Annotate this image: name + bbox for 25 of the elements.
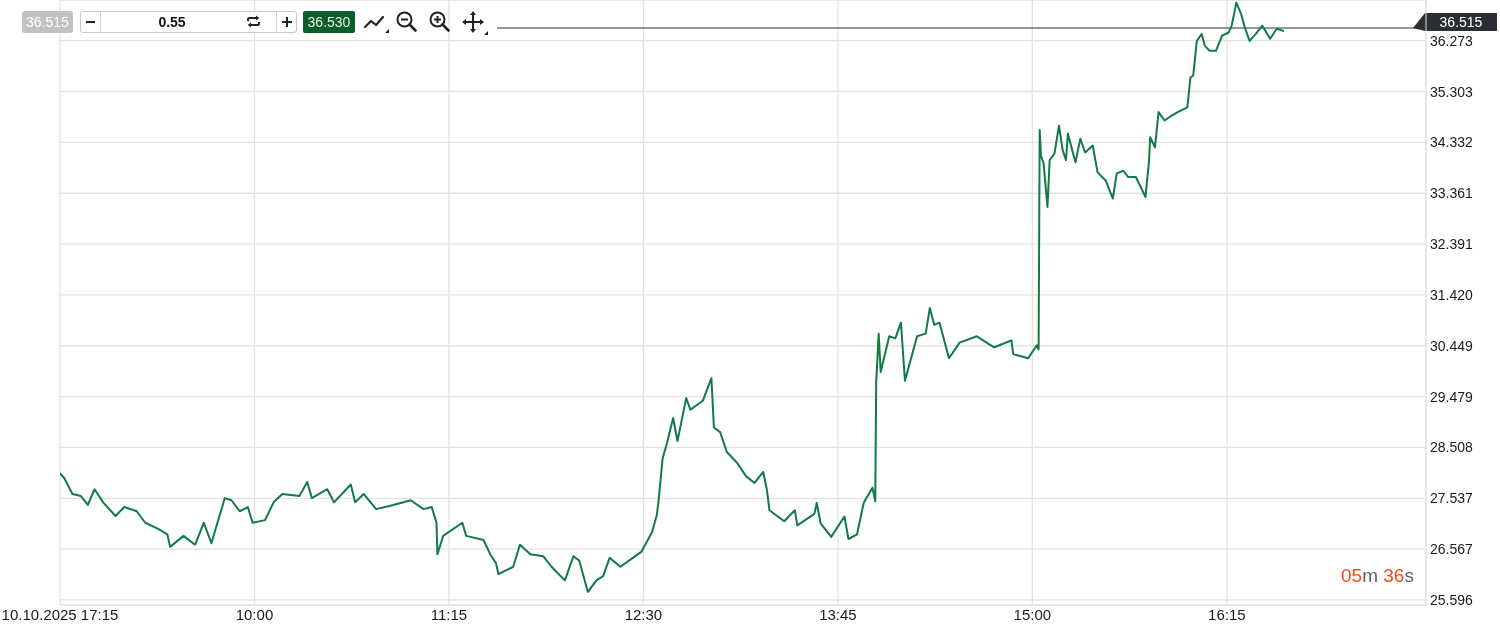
x-tick-label: 10.10.2025 17:15 <box>1 605 119 623</box>
y-tick-label: 33.361 <box>1430 185 1474 202</box>
x-tick-label: 15:00 <box>1013 605 1052 623</box>
x-tick-label: 11:15 <box>430 605 468 623</box>
y-tick-label: 30.449 <box>1430 337 1474 354</box>
y-tick-label: 28.508 <box>1430 439 1474 456</box>
x-tick-label: 10:00 <box>235 605 274 623</box>
y-tick-label: 31.420 <box>1430 286 1474 303</box>
x-tick-label: 12:30 <box>624 605 663 623</box>
y-tick-label: 25.596 <box>1430 591 1474 608</box>
x-tick-label: 16:15 <box>1208 605 1246 623</box>
annotation: 0.55 <box>158 14 186 30</box>
y-tick-label: 34.332 <box>1430 134 1474 151</box>
y-tick-label: 36.273 <box>1430 32 1474 49</box>
number-field: 0.55 <box>80 11 297 33</box>
ref-line-label: 36.515 <box>1439 14 1483 31</box>
y-tick-label: 35.303 <box>1430 83 1474 100</box>
y-tick-label: 32.391 <box>1430 236 1474 253</box>
y-tick-label: 29.479 <box>1430 388 1474 405</box>
y-tick-label: 26.567 <box>1430 541 1474 558</box>
price-box: 36.530 <box>303 11 355 33</box>
annotation: 05m 36s <box>1341 565 1414 586</box>
x-tick-label: 13:45 <box>819 605 857 623</box>
y-tick-label: 27.537 <box>1430 490 1474 507</box>
price-box: 36.515 <box>22 11 73 33</box>
